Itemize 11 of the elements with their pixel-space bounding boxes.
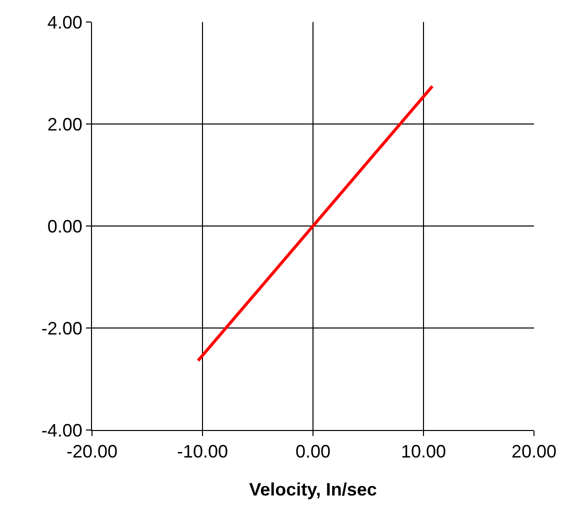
x-tick-label: -20.00 [66, 442, 118, 462]
x-tick-label: -10.00 [176, 442, 228, 462]
y-tick-label: 2.00 [47, 114, 82, 134]
x-tick-label: 0.00 [295, 442, 331, 462]
y-tick-label: -4.00 [41, 420, 82, 440]
y-tick-label: -2.00 [41, 318, 82, 338]
x-axis-title: Velocity, In/sec [249, 480, 377, 500]
y-tick-label: 4.00 [47, 12, 82, 32]
y-tick-label: 0.00 [47, 216, 82, 236]
x-tick-label: 10.00 [400, 442, 446, 462]
x-tick-label: 20.00 [511, 442, 557, 462]
